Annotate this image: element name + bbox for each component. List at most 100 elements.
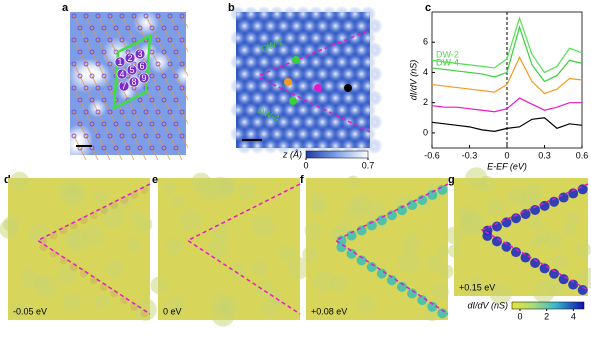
atom [137,97,143,103]
atom-bump [314,66,331,82]
atom [83,61,89,67]
atom [149,121,155,127]
site-number: 8 [131,77,136,87]
colorbar [305,150,369,159]
atom-bump [269,126,285,142]
map-texture [563,223,577,237]
atom [77,25,83,31]
spectrum-line [431,25,583,83]
maps: -0.05 eV 0 eV +0.08 eV +0.15 eV dI/dV (nS) 0 2… [0,167,591,327]
atom-bump [353,66,370,82]
map-texture [465,276,486,297]
atom [107,61,113,67]
atom [107,133,113,139]
atom [83,109,89,115]
atom [119,133,125,139]
map-texture [238,181,256,199]
atom-bump [282,102,298,118]
atom-bump [366,114,383,130]
atom [107,13,113,19]
wall-state [482,230,493,241]
energy-label: -0.05 eV [13,306,47,316]
map-texture [191,172,211,192]
wall-state [501,241,512,252]
wall-state [577,184,588,195]
wall-state [520,252,531,263]
wall-state [437,308,448,319]
atom [137,121,143,127]
wall-state [79,216,88,225]
atom [167,85,173,91]
panel-letter: g [448,174,455,186]
atom-bump [301,18,318,34]
y-tick-label: 2 [423,97,428,107]
atom-bump [236,42,253,58]
atom-bump [340,90,357,106]
wall-state [356,225,367,236]
atom-bump [256,126,272,142]
atom [71,13,77,19]
atom-bump [288,42,305,58]
atom-bump [327,114,344,130]
atom-bump [295,30,311,46]
atom-bump [353,90,370,106]
atom [71,85,77,91]
atom-bump [360,6,376,22]
atom [179,109,185,115]
map-texture [574,241,591,258]
atom [131,109,137,115]
atom [107,85,113,91]
atom [89,73,95,79]
atom [95,37,101,43]
map-texture [457,205,475,223]
colorbar-label: dI/dV (nS) [467,300,508,310]
atom [83,37,89,43]
atom-bump [282,126,298,142]
wall-state [549,268,560,279]
atom-bump [295,78,311,94]
map-texture [228,262,246,279]
map-texture [63,185,86,207]
map-texture [179,209,202,231]
atom [155,37,161,43]
position-marker [284,78,292,86]
map-texture [436,244,449,258]
atom-bump [308,6,324,22]
atom [107,37,113,43]
atom [83,133,89,139]
atom-bump [236,18,253,34]
atom [77,73,83,79]
atom-bump [334,102,350,118]
map-texture [206,238,228,259]
atom-bump [230,78,246,94]
colorbar-tick-label: 2 [544,311,549,321]
atom-bump [243,126,259,142]
map-texture [529,216,543,230]
atom-bump [275,90,292,106]
atom [101,145,107,151]
site-number: 5 [129,65,134,75]
atom [167,37,173,43]
wall-state [520,209,531,220]
atom-bump [327,138,344,154]
position-marker [289,97,297,105]
atom [113,25,119,31]
wall-state [39,243,48,252]
atom [161,73,167,79]
site-marker [124,52,136,64]
atom-bump [366,138,383,154]
panel-letter: e [152,174,158,186]
map-texture [162,180,177,195]
y-tick-label: 4 [423,67,428,77]
map-texture [536,229,550,243]
atom [89,25,95,31]
map-texture [576,267,591,289]
atom [71,61,77,67]
atom-bump [353,18,370,34]
atom-bump [353,138,370,154]
atom-bump [288,138,305,154]
site-marker [114,56,126,68]
atom [167,13,173,19]
atom-bump [360,78,376,94]
wall-state [89,276,98,285]
